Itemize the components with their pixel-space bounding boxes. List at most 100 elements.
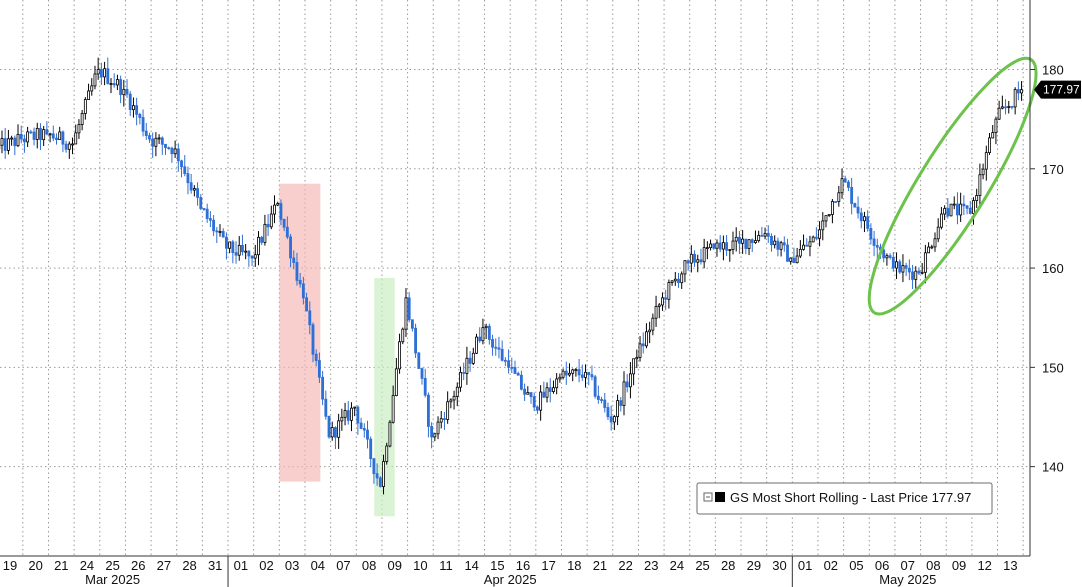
- candle-body: [808, 241, 812, 247]
- candle-body: [391, 395, 395, 423]
- candle-body: [241, 244, 244, 253]
- candle-body: [664, 297, 668, 300]
- candle-body: [77, 124, 81, 134]
- x-tick-label: 19: [3, 558, 17, 573]
- x-tick-label: 04: [311, 558, 325, 573]
- candle-body: [132, 105, 135, 111]
- candle-body: [536, 406, 539, 411]
- candle-body: [734, 236, 738, 242]
- candle-body: [763, 232, 767, 237]
- candle-body: [218, 231, 222, 233]
- candle-body: [885, 255, 889, 259]
- candle-body: [269, 213, 273, 228]
- candle-body: [1016, 89, 1020, 94]
- candle-body: [276, 203, 280, 206]
- candle-body: [805, 244, 809, 247]
- y-tick-label: 180: [1042, 63, 1064, 78]
- candle-body: [632, 358, 636, 375]
- candle-body: [795, 255, 799, 264]
- candle-body: [523, 388, 527, 395]
- candle-body: [282, 218, 286, 228]
- highlight-ellipse: [867, 56, 1038, 316]
- candle-body: [180, 160, 183, 168]
- candle-body: [943, 208, 947, 215]
- candle-body: [39, 127, 42, 141]
- candle-body: [433, 433, 437, 438]
- candle-body: [917, 270, 921, 274]
- candle-body: [308, 310, 312, 326]
- candle-body: [455, 386, 459, 397]
- candle-body: [260, 236, 264, 243]
- x-tick-label: 02: [824, 558, 838, 573]
- candle-body: [74, 132, 78, 145]
- legend-box: [696, 482, 993, 515]
- candle-body: [55, 137, 58, 141]
- candle-body: [112, 83, 116, 86]
- candle-body: [388, 421, 392, 447]
- candle-body: [1000, 106, 1004, 109]
- candle-body: [866, 216, 870, 229]
- candle-body: [176, 148, 180, 162]
- candle-body: [1007, 106, 1011, 108]
- candle-body: [83, 99, 87, 114]
- candle-body: [366, 429, 369, 440]
- candle-body: [436, 421, 440, 435]
- candle-body: [622, 381, 626, 406]
- candle-body: [471, 352, 475, 364]
- candle-body: [503, 359, 507, 362]
- candle-body: [257, 236, 260, 256]
- candle-body: [362, 428, 366, 431]
- candle-body: [927, 246, 931, 254]
- candle-body: [343, 410, 347, 418]
- candle-body: [423, 377, 427, 396]
- candlestick-series: [0, 57, 1023, 495]
- candle-body: [609, 416, 613, 423]
- candle-body: [192, 188, 196, 191]
- legend[interactable]: GS Most Short Rolling - Last Price 177.9…: [696, 482, 993, 515]
- candle-body: [773, 240, 777, 246]
- candle-body: [539, 391, 543, 411]
- last-price-tag: 177.97: [1034, 80, 1081, 99]
- candle-body: [141, 117, 145, 132]
- candle-body: [596, 395, 600, 400]
- candle-body: [449, 399, 453, 403]
- candle-body: [824, 215, 828, 222]
- candle-body: [35, 127, 39, 140]
- candle-body: [901, 265, 905, 273]
- candle-body: [346, 410, 350, 421]
- candle-body: [404, 297, 408, 330]
- candle-body: [465, 357, 469, 374]
- candle-body: [933, 238, 937, 248]
- candle-body: [959, 203, 963, 216]
- x-tick-label: 10: [413, 558, 427, 573]
- candle-body: [144, 130, 148, 137]
- candle-body: [737, 236, 741, 244]
- candle-body: [369, 438, 373, 460]
- x-tick-label: 09: [952, 558, 966, 573]
- candle-body: [314, 353, 318, 361]
- candle-body: [93, 73, 97, 87]
- candle-body: [23, 138, 26, 143]
- candle-body: [481, 327, 485, 342]
- candle-body: [850, 186, 854, 204]
- grid-layer: [0, 0, 1030, 556]
- x-tick-label: 22: [618, 558, 632, 573]
- candle-body: [949, 203, 953, 217]
- x-tick-label: 25: [695, 558, 709, 573]
- candle-body: [863, 216, 866, 222]
- candle-body: [295, 262, 299, 281]
- candle-body: [189, 182, 193, 191]
- candle-body: [234, 252, 238, 256]
- candle-body: [911, 271, 914, 280]
- x-tick-label: 03: [285, 558, 299, 573]
- candle-body: [119, 79, 123, 96]
- candle-body: [757, 235, 761, 242]
- candle-body: [292, 257, 296, 263]
- candle-body: [289, 236, 292, 259]
- candle-body: [128, 93, 132, 111]
- candle-body: [410, 319, 414, 329]
- candle-body: [744, 238, 748, 249]
- candle-body: [164, 143, 167, 149]
- x-tick-label: 16: [516, 558, 530, 573]
